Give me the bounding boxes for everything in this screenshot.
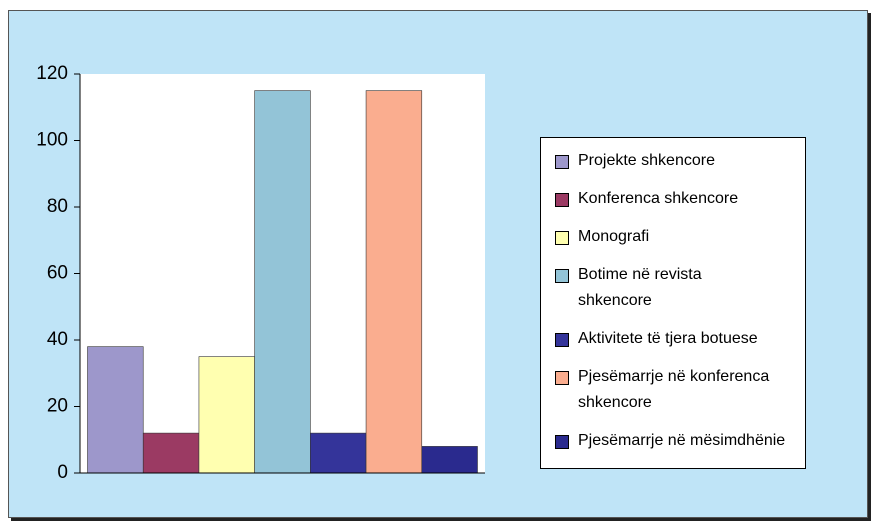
legend-swatch	[555, 269, 569, 283]
bar	[421, 446, 478, 474]
legend-swatch	[555, 371, 569, 385]
legend-item: Botime në revista shkencore	[555, 262, 797, 314]
y-tick-label: 20	[47, 396, 68, 417]
legend-label: Botime në revista shkencore	[578, 266, 702, 309]
legend-label: Monografi	[578, 228, 650, 245]
bar	[142, 432, 200, 474]
legend-label: Pjesëmarrje në konferenca shkencore	[578, 368, 770, 411]
legend-item: Pjesëmarrje në konferenca shkencore	[555, 364, 797, 416]
bar	[365, 90, 423, 474]
y-tick-label: 100	[36, 130, 68, 151]
bar	[254, 90, 311, 474]
y-tick-label: 120	[36, 63, 68, 84]
bar	[87, 346, 144, 474]
legend-swatch	[555, 333, 569, 347]
legend-swatch	[555, 155, 569, 169]
legend-label: Pjesëmarrje në mësimdhënie	[578, 432, 786, 449]
legend-item: Projekte shkencore	[555, 148, 797, 174]
legend-item: Aktivitete të tjera botuese	[555, 326, 797, 352]
legend-label: Projekte shkencore	[578, 152, 715, 169]
bar	[310, 432, 367, 474]
legend-label: Aktivitete të tjera botuese	[578, 330, 758, 347]
legend: Projekte shkencore Konferenca shkencore Mo…	[540, 137, 806, 469]
y-tick-label: 80	[47, 196, 68, 217]
legend-item: Monografi	[555, 224, 797, 250]
legend-swatch	[555, 231, 569, 245]
legend-label: Konferenca shkencore	[578, 190, 739, 207]
legend-swatch	[555, 435, 569, 449]
y-tick-label: 0	[57, 462, 68, 483]
legend-item: Pjesëmarrje në mësimdhënie	[555, 428, 797, 454]
legend-item: Konferenca shkencore	[555, 186, 797, 212]
legend-swatch	[555, 193, 569, 207]
y-tick-label: 60	[47, 263, 68, 284]
y-tick-label: 40	[47, 329, 68, 350]
bar	[198, 356, 255, 474]
